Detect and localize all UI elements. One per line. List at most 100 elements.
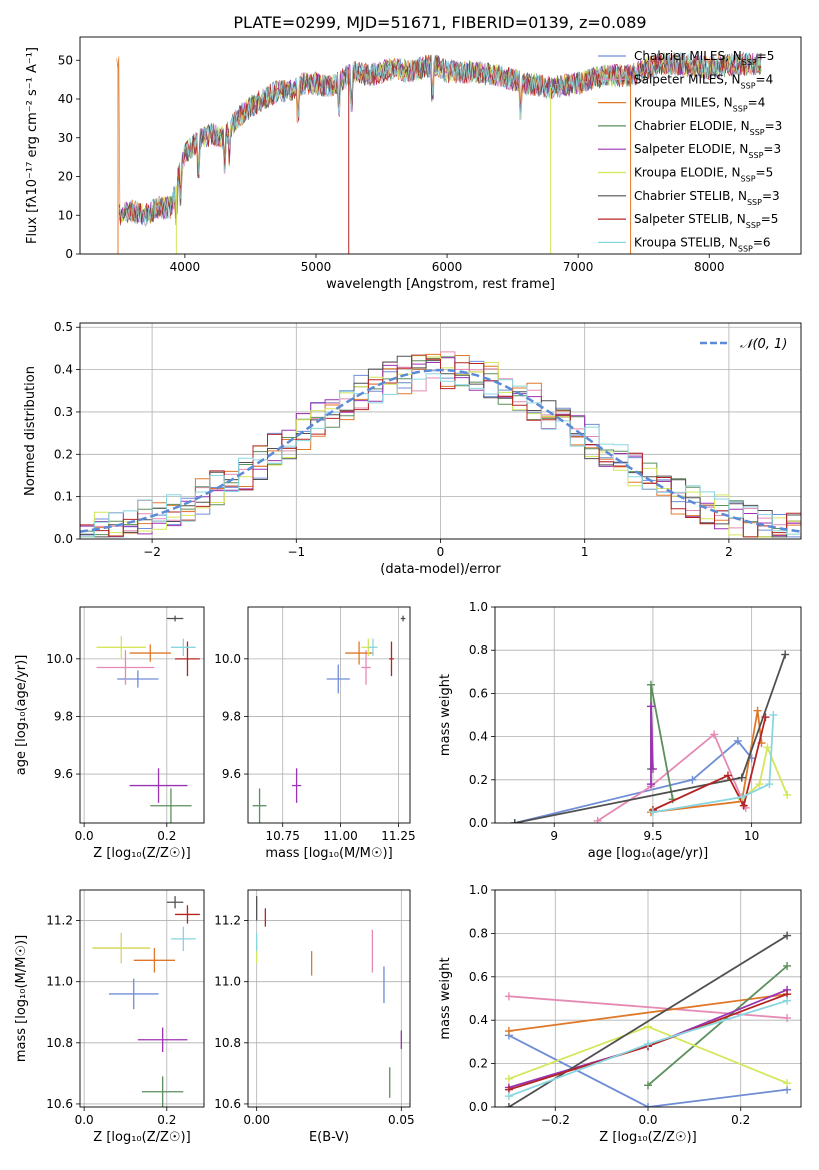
spectrum-line xyxy=(118,53,762,226)
legend-label: Salpeter MILES, NSSP=4 xyxy=(634,72,773,90)
plot-area xyxy=(256,896,402,1098)
y-tick-label: 0.1 xyxy=(54,490,73,504)
x-tick-label: 0.05 xyxy=(388,1113,415,1127)
legend-sub: SSP xyxy=(748,151,763,160)
y-tick-label: 9.8 xyxy=(54,709,73,723)
legend-sub: SSP xyxy=(738,244,753,253)
legend-sub: SSP xyxy=(741,174,756,183)
legend-value: =3 xyxy=(762,189,780,203)
figure-title: PLATE=0299, MJD=51671, FIBERID=0139, z=0… xyxy=(233,13,646,32)
y-tick-label: 10.6 xyxy=(214,1097,241,1111)
weight-line xyxy=(514,739,753,823)
axes-frame xyxy=(247,606,411,824)
x-tick-label: 11.25 xyxy=(381,829,415,843)
y-tick-label: 20 xyxy=(58,170,73,184)
normal-curve xyxy=(80,368,801,533)
y-tick-label: 11.0 xyxy=(46,975,73,989)
legend-text: Salpeter ELODIE, N xyxy=(634,142,748,156)
axes-frame xyxy=(494,606,802,824)
y-tick-label: 1.0 xyxy=(469,600,488,614)
legend-label: 𝒩(0, 1) xyxy=(740,337,787,352)
x-axis-label: mass [log₁₀(M/M☉)] xyxy=(265,846,392,861)
x-tick-label: 9.5 xyxy=(643,829,662,843)
z-mass-axes: 0.0 0.2 10.6 10.8 11.0 11.2 Z [log₁₀(Z/Z☉)] mas… xyxy=(14,889,205,1145)
legend-sub: SSP xyxy=(747,197,762,206)
legend-label: Salpeter ELODIE, NSSP=3 xyxy=(634,142,781,160)
legend-value: =4 xyxy=(756,72,774,86)
y-tick-label: 0.0 xyxy=(469,1100,488,1114)
weight-line xyxy=(597,732,747,822)
x-tick-label: 4000 xyxy=(170,260,201,274)
x-tick-label: 0 xyxy=(437,545,445,559)
legend-sub: SSP xyxy=(750,127,765,136)
axes-frame xyxy=(494,889,802,1108)
legend-value: =5 xyxy=(757,49,775,63)
legend-label: Kroupa STELIB, NSSP=6 xyxy=(634,235,771,253)
legend-label: Chabrier MILES, NSSP=5 xyxy=(634,49,774,67)
y-tick-label: 11.2 xyxy=(214,914,241,928)
axes-frame xyxy=(79,36,802,255)
y-axis-label: mass weight xyxy=(438,957,453,1039)
y-tick-label: 11.0 xyxy=(214,975,241,989)
y-tick-label: 0.4 xyxy=(54,363,73,377)
x-tick-label: 0.00 xyxy=(243,1113,270,1127)
axes-frame xyxy=(79,322,802,540)
legend-text: Chabrier ELODIE, N xyxy=(634,119,750,133)
y-tick-label: 10.6 xyxy=(46,1097,73,1111)
weight-line xyxy=(508,1034,788,1107)
x-tick-label: −1 xyxy=(287,545,305,559)
axes-frame xyxy=(247,889,411,1108)
y-tick-label: 10.0 xyxy=(46,652,73,666)
y-tick-label: 10.0 xyxy=(214,652,241,666)
plot-area xyxy=(252,615,406,823)
axes-frame xyxy=(79,606,205,824)
plot-area xyxy=(92,896,200,1107)
x-axis-label: E(B-V) xyxy=(309,1130,349,1145)
mass-age-axes: 10.75 11.00 11.25 9.6 9.8 10.0 mass [log₁₀(M/M… xyxy=(214,606,416,861)
plot-area xyxy=(116,51,763,254)
weight-line xyxy=(652,714,775,814)
z-weight-axes: −0.2 0.0 0.2 0.0 0.2 0.4 0.6 0.8 1.0 Z [log₁₀(Z/Z… xyxy=(438,883,802,1145)
y-tick-label: 9.6 xyxy=(54,767,73,781)
z-age-axes: 0.0 0.2 9.6 9.8 10.0 Z [log₁₀(Z/Z☉)] age [log₁… xyxy=(14,606,205,861)
y-tick-label: 0.0 xyxy=(54,532,73,546)
weight-line xyxy=(652,716,767,811)
y-tick-label: 0.6 xyxy=(469,970,488,984)
x-tick-label: 10.75 xyxy=(266,829,300,843)
residual-axes: −2 −1 0 1 2 0.0 0.1 0.2 0.3 0.4 0.5 (data-model)/er… xyxy=(23,320,802,577)
x-tick-label: 0.2 xyxy=(731,1113,750,1127)
plot-area xyxy=(96,615,200,823)
x-tick-label: 6000 xyxy=(432,260,463,274)
x-tick-label: 0.0 xyxy=(638,1113,657,1127)
y-tick-label: 1.0 xyxy=(469,883,488,897)
legend-value: =6 xyxy=(753,235,771,249)
legend-value: =3 xyxy=(765,119,783,133)
legend-value: =3 xyxy=(763,142,781,156)
plot-area xyxy=(504,931,792,1107)
y-tick-label: 9.8 xyxy=(222,709,241,723)
x-tick-label: 9 xyxy=(550,829,558,843)
x-axis-label: Z [log₁₀(Z/Z☉)] xyxy=(93,1130,190,1145)
x-tick-label: 11.00 xyxy=(323,829,357,843)
weight-line xyxy=(647,965,788,1086)
legend-text: Kroupa ELODIE, N xyxy=(634,166,741,180)
y-tick-label: 0.2 xyxy=(469,1057,488,1071)
y-tick-label: 11.2 xyxy=(46,914,73,928)
legend-value: =5 xyxy=(761,212,779,226)
x-tick-label: −2 xyxy=(143,545,161,559)
y-tick-label: 0.8 xyxy=(469,926,488,940)
y-axis-label: age [log₁₀(age/yr)] xyxy=(14,655,29,776)
y-tick-label: 10.8 xyxy=(214,1036,241,1050)
legend-sub: SSP xyxy=(733,104,748,113)
x-axis-label: Z [log₁₀(Z/Z☉)] xyxy=(599,1130,696,1145)
weight-line xyxy=(508,993,788,1032)
spectrum-line xyxy=(119,51,762,226)
y-tick-label: 0.8 xyxy=(469,643,488,657)
y-tick-label: 0.0 xyxy=(469,816,488,830)
x-tick-label: −0.2 xyxy=(541,1113,570,1127)
y-tick-label: 0.4 xyxy=(469,730,488,744)
legend-label: Chabrier ELODIE, NSSP=3 xyxy=(634,119,782,137)
weight-line xyxy=(650,684,674,800)
legend-text: Salpeter MILES, N xyxy=(634,72,741,86)
y-tick-label: 0 xyxy=(65,247,73,261)
